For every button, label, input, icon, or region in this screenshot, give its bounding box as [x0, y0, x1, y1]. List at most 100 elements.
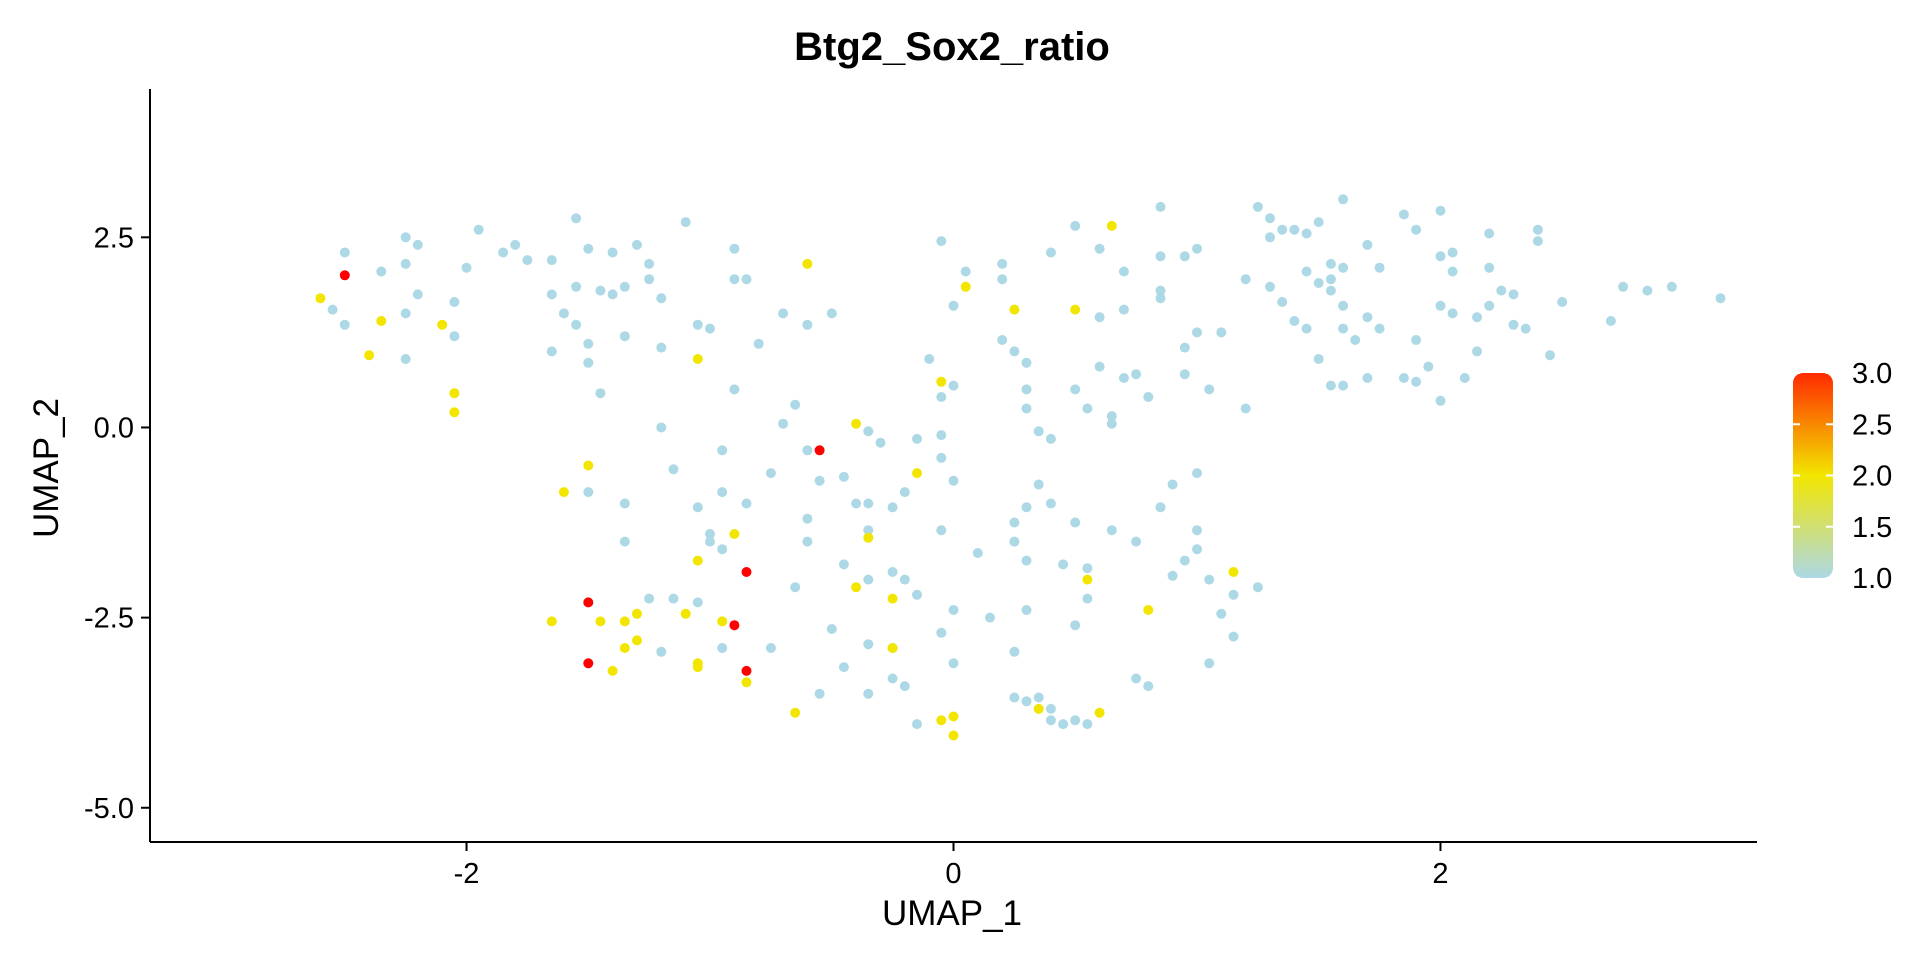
y-axis-title: UMAP_2: [27, 398, 66, 538]
data-point: [887, 673, 898, 684]
data-point: [1289, 316, 1300, 326]
data-point: [1192, 468, 1202, 479]
data-point: [1508, 319, 1519, 330]
data-point: [546, 346, 557, 357]
data-point: [705, 529, 715, 539]
data-point: [1447, 247, 1458, 258]
data-point: [1179, 251, 1190, 262]
data-point: [1009, 346, 1020, 357]
colorbar: [1793, 373, 1833, 578]
data-point: [1265, 281, 1275, 292]
data-point: [912, 433, 922, 444]
data-point: [851, 582, 862, 593]
data-point: [327, 304, 338, 315]
data-point: [1338, 323, 1349, 334]
data-point: [765, 643, 776, 653]
data-point: [838, 662, 849, 673]
data-point: [339, 247, 350, 258]
x-tick-label: 0: [945, 858, 961, 890]
data-point: [1021, 605, 1032, 615]
data-point: [607, 289, 618, 300]
data-point: [705, 536, 715, 547]
colorbar-ticks: 3.0 2.5 2.0 1.5 1.0: [1793, 358, 1892, 595]
data-point: [546, 616, 557, 627]
data-point: [1106, 220, 1117, 231]
data-point: [1192, 525, 1202, 536]
data-point: [948, 658, 959, 669]
data-point: [948, 380, 959, 391]
x-tick-label: -2: [454, 858, 480, 890]
data-point: [607, 665, 618, 676]
data-point: [1532, 236, 1543, 247]
data-point: [1106, 411, 1117, 422]
data-point: [790, 399, 801, 410]
data-point: [729, 384, 740, 395]
colorbar-tick-label: 2.5: [1852, 409, 1892, 441]
data-point: [1252, 582, 1263, 593]
data-point: [1289, 224, 1300, 235]
x-tick-label: 2: [1432, 858, 1448, 890]
data-point: [583, 487, 594, 498]
data-point: [948, 730, 959, 741]
data-point: [1131, 673, 1142, 684]
data-point: [619, 498, 630, 509]
data-point: [851, 418, 862, 429]
data-point: [741, 567, 752, 577]
data-point: [814, 688, 825, 699]
data-point: [717, 445, 728, 456]
data-point: [1472, 312, 1482, 323]
data-point: [814, 445, 825, 456]
colorbar-tick-label: 2.0: [1852, 461, 1892, 493]
data-point: [1313, 278, 1324, 288]
chart-title: Btg2_Sox2_ratio: [794, 25, 1110, 69]
data-point: [1045, 433, 1056, 444]
data-point: [1313, 217, 1324, 228]
data-point: [1058, 719, 1069, 730]
data-point: [1435, 205, 1446, 216]
data-point: [1021, 384, 1032, 395]
data-point: [936, 236, 947, 247]
data-point: [753, 338, 764, 349]
data-point: [1301, 266, 1312, 277]
data-point: [741, 498, 752, 509]
data-point: [1021, 696, 1032, 707]
data-point: [1240, 403, 1251, 414]
axes: [149, 89, 1757, 843]
data-point: [1021, 403, 1032, 414]
data-point: [899, 574, 910, 585]
data-point: [1277, 297, 1288, 307]
data-point: [1009, 692, 1020, 703]
data-point: [1313, 354, 1324, 364]
data-point: [692, 555, 703, 566]
data-point: [1228, 589, 1239, 600]
data-point: [1106, 525, 1117, 536]
data-point: [1374, 323, 1385, 334]
data-point: [778, 308, 789, 319]
data-point: [1143, 605, 1154, 615]
data-point: [644, 258, 655, 269]
data-point: [1325, 274, 1336, 285]
data-point: [1252, 201, 1263, 212]
data-point: [936, 376, 947, 387]
data-point: [1545, 350, 1555, 361]
data-point: [1228, 631, 1239, 642]
data-point: [887, 502, 898, 513]
data-point: [1009, 646, 1020, 657]
ticks: -2 0 2 2.5 0.0 -2.5 -5.0: [84, 222, 1449, 890]
data-point: [668, 593, 679, 604]
data-point: [1082, 563, 1093, 574]
colorbar-legend: 3.0 2.5 2.0 1.5 1.0: [1793, 358, 1892, 595]
data-point: [1131, 536, 1142, 547]
data-point: [1642, 285, 1653, 296]
data-point: [1411, 224, 1422, 235]
data-point: [802, 319, 813, 330]
data-point: [692, 597, 703, 608]
data-point: [364, 350, 375, 361]
data-point: [1045, 498, 1056, 509]
data-point: [400, 354, 411, 364]
data-point: [632, 608, 642, 619]
data-point: [912, 719, 922, 730]
data-point: [1070, 517, 1081, 528]
data-point: [1508, 289, 1519, 300]
data-point: [1484, 262, 1495, 273]
